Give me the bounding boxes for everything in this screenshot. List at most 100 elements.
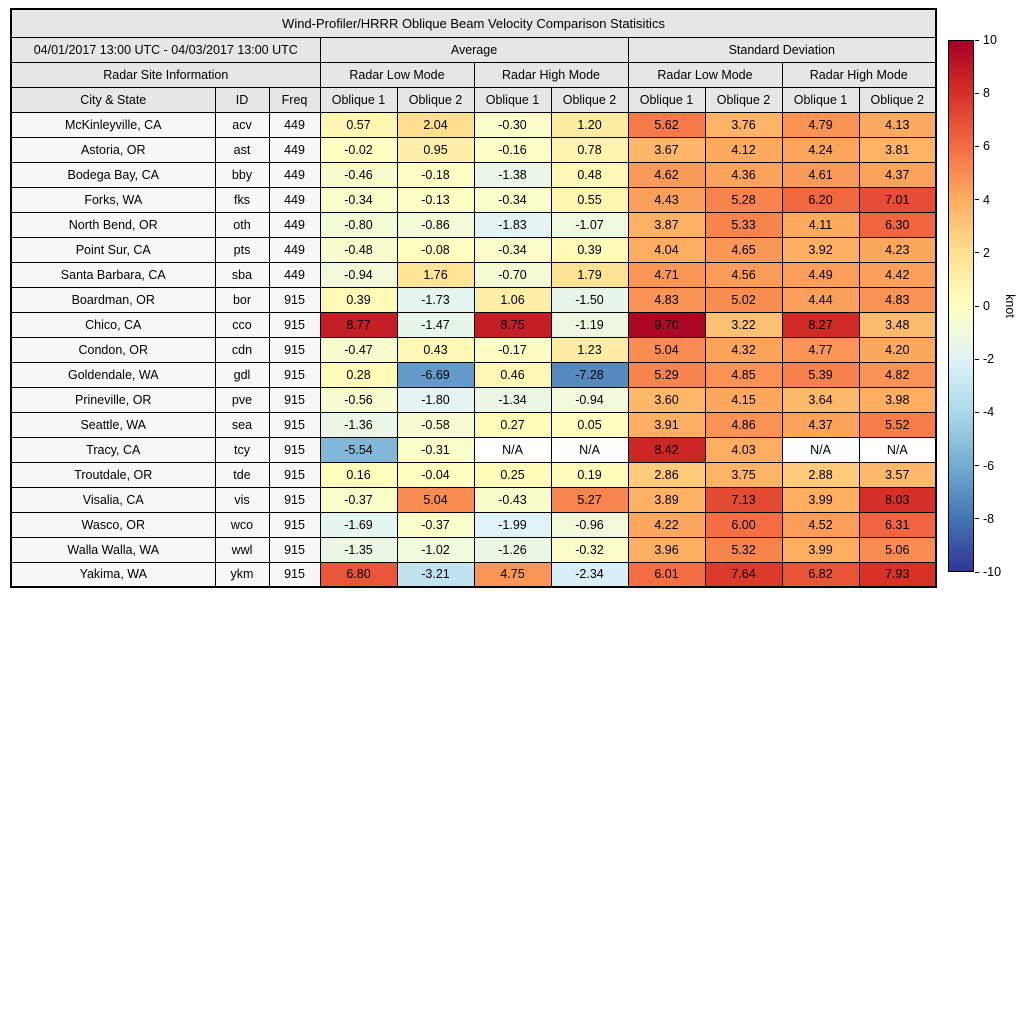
value-cell: 4.32 (704, 336, 783, 363)
value-cell: 5.52 (858, 411, 937, 438)
value-cell: 0.95 (396, 136, 475, 163)
value-cell: 6.30 (858, 211, 937, 238)
value-cell: 4.77 (781, 336, 860, 363)
value-cell: -0.37 (319, 486, 398, 513)
mode-header-avg-low: Radar Low Mode (319, 61, 475, 88)
value-cell: 2.86 (627, 461, 706, 488)
value-cell: -7.28 (550, 361, 629, 388)
col-header-oblique1: Oblique 1 (319, 86, 398, 113)
value-cell: 4.61 (781, 161, 860, 188)
value-cell: 1.20 (550, 111, 629, 138)
value-cell: 0.48 (550, 161, 629, 188)
column-header-row: City & State ID Freq Oblique 1 Oblique 2… (10, 86, 937, 113)
value-cell: 3.76 (704, 111, 783, 138)
value-cell: 4.62 (627, 161, 706, 188)
city-cell: Seattle, WA (10, 411, 216, 438)
table-row: Prineville, OR pve 915 -0.56 -1.80 -1.34 -0.94… (10, 386, 937, 413)
value-cell: 3.75 (704, 461, 783, 488)
freq-cell: 449 (268, 236, 321, 263)
value-cell: -1.19 (550, 311, 629, 338)
value-cell: -1.38 (473, 161, 552, 188)
value-cell: 3.81 (858, 136, 937, 163)
site-id-cell: tde (214, 461, 270, 488)
city-cell: Boardman, OR (10, 286, 216, 313)
city-cell: Goldendale, WA (10, 361, 216, 388)
freq-cell: 915 (268, 461, 321, 488)
table-row: Troutdale, OR tde 915 0.16 -0.04 0.25 0.19 2.86… (10, 461, 937, 488)
colorbar-ticks: 10 8 6 4 2 0 -2 -4 -6 -8 -10 (975, 33, 1015, 579)
value-cell: -1.36 (319, 411, 398, 438)
table-row: Condon, OR cdn 915 -0.47 0.43 -0.17 1.23 5.04 4.… (10, 336, 937, 363)
colorbar-tick-mark (975, 92, 979, 94)
freq-cell: 449 (268, 211, 321, 238)
colorbar-tick-mark (975, 411, 979, 413)
value-cell: 0.57 (319, 111, 398, 138)
value-cell: 4.82 (858, 361, 937, 388)
value-cell: -0.31 (396, 436, 475, 463)
value-cell: 5.32 (704, 536, 783, 563)
value-cell: 6.82 (781, 561, 860, 588)
value-cell: 3.60 (627, 386, 706, 413)
value-cell: -1.34 (473, 386, 552, 413)
city-cell: Point Sur, CA (10, 236, 216, 263)
value-cell: -0.46 (319, 161, 398, 188)
value-cell: -0.70 (473, 261, 552, 288)
value-cell: 2.88 (781, 461, 860, 488)
value-cell: 5.39 (781, 361, 860, 388)
value-cell: 3.64 (781, 386, 860, 413)
city-cell: Prineville, OR (10, 386, 216, 413)
value-cell: -0.18 (396, 161, 475, 188)
title-row: Wind-Profiler/HRRR Oblique Beam Velocity… (10, 8, 937, 38)
colorbar-tick-label: 4 (983, 192, 990, 207)
value-cell: 2.04 (396, 111, 475, 138)
col-header-id: ID (214, 86, 270, 113)
site-id-cell: wco (214, 511, 270, 538)
mode-header-std-low: Radar Low Mode (627, 61, 783, 88)
freq-cell: 449 (268, 136, 321, 163)
site-id-cell: fks (214, 186, 270, 213)
value-cell: 4.15 (704, 386, 783, 413)
value-cell: 0.27 (473, 411, 552, 438)
value-cell: 3.99 (781, 536, 860, 563)
col-header-oblique2: Oblique 2 (704, 86, 783, 113)
value-cell: 4.13 (858, 111, 937, 138)
value-cell: -0.02 (319, 136, 398, 163)
value-cell: 0.55 (550, 186, 629, 213)
colorbar-tick-label: -10 (983, 565, 1002, 579)
mode-header-avg-high: Radar High Mode (473, 61, 629, 88)
table-row: Goldendale, WA gdl 915 0.28 -6.69 0.46 -7.28 5.… (10, 361, 937, 388)
table-row: Forks, WA fks 449 -0.34 -0.13 -0.34 0.55 4.43 5.… (10, 186, 937, 213)
value-cell: 0.19 (550, 461, 629, 488)
value-cell: 6.20 (781, 186, 860, 213)
city-cell: Visalia, CA (10, 486, 216, 513)
value-cell: 5.62 (627, 111, 706, 138)
colorbar-tick: -2 (975, 352, 994, 366)
table-row: Seattle, WA sea 915 -1.36 -0.58 0.27 0.05 3.91 4… (10, 411, 937, 438)
col-header-oblique1: Oblique 1 (781, 86, 860, 113)
col-header-oblique1: Oblique 1 (473, 86, 552, 113)
value-cell: 1.79 (550, 261, 629, 288)
colorbar-tick-label: -8 (983, 511, 995, 526)
colorbar-tick: -8 (975, 512, 994, 526)
value-cell: -0.48 (319, 236, 398, 263)
city-cell: Forks, WA (10, 186, 216, 213)
value-cell: 3.67 (627, 136, 706, 163)
site-id-cell: cco (214, 311, 270, 338)
city-cell: McKinleyville, CA (10, 111, 216, 138)
value-cell: -0.16 (473, 136, 552, 163)
value-cell: 4.42 (858, 261, 937, 288)
value-cell: 4.44 (781, 286, 860, 313)
value-cell: -0.08 (396, 236, 475, 263)
value-cell: 1.76 (396, 261, 475, 288)
value-cell: -1.07 (550, 211, 629, 238)
value-cell: 7.64 (704, 561, 783, 588)
group-header-stddev: Standard Deviation (627, 36, 937, 63)
value-cell: 7.93 (858, 561, 937, 588)
value-cell: -0.37 (396, 511, 475, 538)
table-row: Chico, CA cco 915 8.77 -1.47 8.75 -1.19 9.70 3.2… (10, 311, 937, 338)
value-cell: 6.01 (627, 561, 706, 588)
value-cell: -0.47 (319, 336, 398, 363)
value-cell: -1.69 (319, 511, 398, 538)
city-cell: Condon, OR (10, 336, 216, 363)
colorbar-tick-label: -2 (983, 352, 995, 367)
